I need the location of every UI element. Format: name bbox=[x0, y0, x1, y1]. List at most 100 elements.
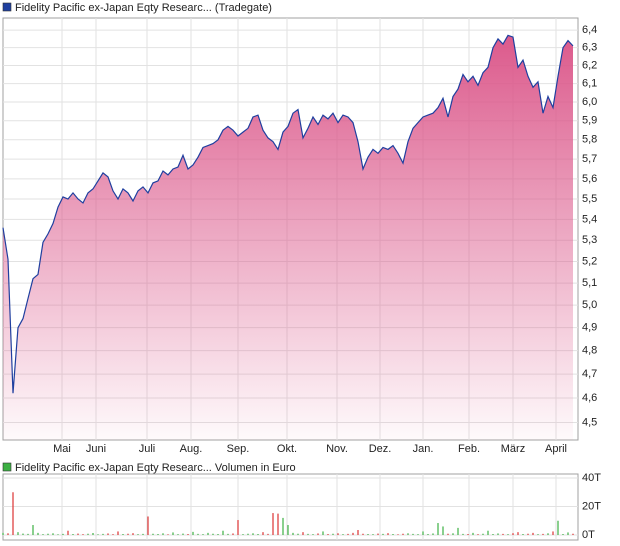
volume-bar bbox=[357, 530, 359, 535]
volume-bar bbox=[177, 534, 179, 535]
volume-bar bbox=[567, 532, 569, 535]
y-tick-label: 0T bbox=[582, 529, 595, 541]
x-tick-label: Mai bbox=[53, 443, 71, 455]
volume-bar bbox=[47, 533, 49, 535]
volume-bar bbox=[22, 533, 24, 535]
volume-bar bbox=[182, 533, 184, 535]
volume-bar bbox=[342, 534, 344, 535]
volume-bar bbox=[572, 533, 574, 535]
volume-bar bbox=[262, 532, 264, 535]
volume-bar bbox=[372, 534, 374, 535]
volume-bar bbox=[152, 533, 154, 535]
volume-bar bbox=[202, 534, 204, 535]
volume-bar bbox=[222, 530, 224, 535]
volume-bar bbox=[377, 533, 379, 535]
volume-bar bbox=[532, 532, 534, 535]
volume-bar bbox=[457, 527, 459, 535]
volume-bar bbox=[477, 534, 479, 535]
volume-bar bbox=[292, 532, 294, 535]
volume-bar bbox=[487, 530, 489, 535]
volume-bar bbox=[142, 533, 144, 535]
y-tick-label: 5,6 bbox=[582, 173, 597, 185]
volume-bar bbox=[302, 532, 304, 535]
volume-bar bbox=[507, 534, 509, 535]
volume-bar bbox=[272, 513, 274, 535]
y-tick-label: 5,4 bbox=[582, 213, 597, 225]
volume-bar bbox=[407, 533, 409, 535]
y-tick-label: 6,4 bbox=[582, 24, 597, 36]
volume-bar bbox=[172, 532, 174, 535]
y-tick-label: 5,0 bbox=[582, 299, 597, 311]
x-tick-label: Juli bbox=[139, 443, 156, 455]
volume-bar bbox=[197, 533, 199, 535]
volume-bar bbox=[242, 534, 244, 535]
volume-bar bbox=[232, 533, 234, 535]
volume-bar bbox=[537, 534, 539, 535]
y-tick-label: 5,9 bbox=[582, 115, 597, 127]
y-tick-label: 5,1 bbox=[582, 277, 597, 289]
volume-bar bbox=[492, 534, 494, 535]
volume-bar bbox=[132, 533, 134, 535]
volume-bar bbox=[287, 525, 289, 535]
volume-bar bbox=[67, 530, 69, 535]
volume-bar bbox=[267, 533, 269, 535]
volume-bar bbox=[387, 533, 389, 535]
volume-bar bbox=[127, 533, 129, 535]
volume-bar bbox=[327, 534, 329, 535]
volume-bar bbox=[402, 533, 404, 535]
x-tick-label: Sep. bbox=[227, 443, 250, 455]
volume-bar bbox=[97, 534, 99, 535]
volume-bar bbox=[502, 533, 504, 535]
volume-bar bbox=[517, 532, 519, 535]
volume-bar bbox=[117, 531, 119, 535]
volume-bar bbox=[367, 534, 369, 535]
volume-bar bbox=[297, 533, 299, 535]
volume-bar bbox=[162, 533, 164, 535]
volume-bar bbox=[332, 533, 334, 535]
x-tick-label: Feb. bbox=[458, 443, 480, 455]
volume-bar bbox=[207, 532, 209, 535]
volume-bar bbox=[307, 533, 309, 535]
volume-bar bbox=[467, 534, 469, 535]
volume-bar bbox=[452, 533, 454, 535]
volume-bar bbox=[347, 533, 349, 535]
volume-bar bbox=[437, 523, 439, 535]
y-tick-label: 4,6 bbox=[582, 392, 597, 404]
volume-bar bbox=[552, 531, 554, 535]
volume-bar bbox=[72, 534, 74, 535]
volume-bar bbox=[317, 533, 319, 535]
volume-bar bbox=[432, 533, 434, 535]
volume-bar bbox=[112, 534, 114, 535]
volume-bar bbox=[147, 516, 149, 535]
volume-bar bbox=[62, 533, 64, 535]
y-tick-label: 4,8 bbox=[582, 345, 597, 357]
volume-bar bbox=[42, 534, 44, 535]
volume-bar bbox=[542, 533, 544, 535]
volume-bar bbox=[337, 533, 339, 535]
y-tick-label: 40T bbox=[582, 472, 601, 484]
x-tick-label: Jan. bbox=[413, 443, 434, 455]
volume-bar bbox=[382, 533, 384, 535]
y-tick-label: 6,2 bbox=[582, 59, 597, 71]
y-tick-label: 5,2 bbox=[582, 255, 597, 267]
volume-bar bbox=[352, 532, 354, 535]
volume-bar bbox=[137, 534, 139, 535]
volume-bar bbox=[512, 533, 514, 535]
volume-bar bbox=[12, 492, 14, 535]
y-tick-label: 6,1 bbox=[582, 78, 597, 90]
volume-bar bbox=[562, 534, 564, 535]
x-tick-label: Okt. bbox=[277, 443, 297, 455]
volume-bar bbox=[522, 534, 524, 535]
legend-swatch bbox=[2, 2, 12, 12]
volume-bar bbox=[482, 533, 484, 535]
y-tick-label: 6,0 bbox=[582, 96, 597, 108]
volume-bar bbox=[442, 526, 444, 535]
volume-bar bbox=[217, 534, 219, 535]
volume-bar bbox=[547, 533, 549, 535]
y-tick-label: 4,7 bbox=[582, 368, 597, 380]
legend-swatch bbox=[2, 462, 12, 472]
x-tick-label: April bbox=[545, 443, 567, 455]
volume-bar bbox=[107, 533, 109, 535]
volume-bar bbox=[187, 534, 189, 535]
legend-label: Fidelity Pacific ex-Japan Eqty Researc..… bbox=[15, 462, 296, 474]
